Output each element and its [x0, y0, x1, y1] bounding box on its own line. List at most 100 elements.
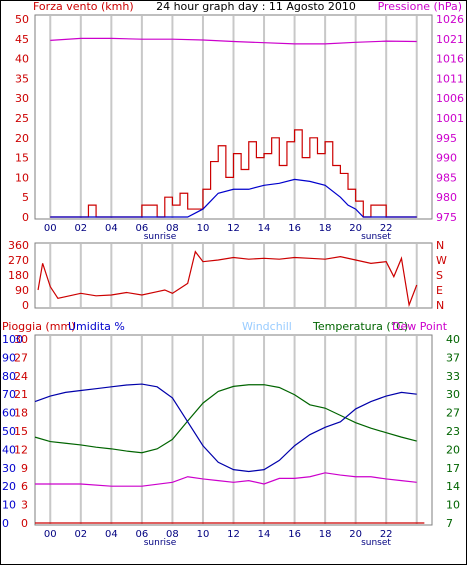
y-tick-label: 100 [2, 333, 23, 346]
y-tick-label: S [436, 269, 443, 282]
sunset-label-bottom: sunset [361, 538, 391, 548]
temperature-axis-ticks: 40 37 33 30 27 23 20 17 14 10 7 [446, 333, 460, 530]
y-tick-label: 7 [446, 517, 453, 530]
y-tick-label: 30 [2, 462, 16, 475]
y-tick-label: 30 [14, 333, 28, 346]
dewpoint-legend-label: Dew Point [392, 320, 448, 333]
y-tick-label: 37 [446, 351, 460, 364]
y-tick-label: 90 [2, 351, 16, 364]
humidity-line [34, 383, 417, 473]
y-tick-label: 1016 [436, 53, 464, 66]
x-tick-label: 18 [319, 223, 332, 234]
direction-line [37, 250, 418, 308]
x-tick-label: 14 [258, 223, 271, 234]
x-tick-label: 08 [166, 529, 179, 540]
y-tick-label: 20 [2, 480, 16, 493]
sunset-label-top: sunset [361, 232, 391, 242]
x-tick-label: 00 [44, 223, 57, 234]
x-tick-label: 10 [197, 223, 210, 234]
y-tick-label: 27 [14, 351, 28, 364]
y-tick-label: 0 [2, 517, 9, 530]
temperature-legend-label: Temperatura (°C) [312, 320, 408, 333]
y-tick-label: 24 [14, 370, 28, 383]
y-tick-label: 50 [2, 425, 16, 438]
y-tick-label: E [436, 284, 443, 297]
x-tick-label: 22 [380, 529, 393, 540]
x-tick-label: 22 [380, 223, 393, 234]
temperature-panel-grid [49, 336, 418, 524]
y-tick-label: 5 [22, 191, 29, 204]
y-tick-label: 23 [446, 425, 460, 438]
pressure-axis-ticks: 1026 1021 1016 1011 1006 1001 995 990 985 980 975 [436, 13, 464, 224]
pressure-line [50, 37, 417, 45]
y-tick-label: 40 [15, 53, 29, 66]
x-tick-label: 12 [227, 223, 240, 234]
x-tick-label: 00 [44, 529, 57, 540]
y-tick-label: W [436, 254, 447, 267]
y-tick-label: 975 [436, 211, 457, 224]
x-tick-label: 14 [258, 529, 271, 540]
y-tick-label: 30 [15, 92, 29, 105]
sunrise-label-top: sunrise [144, 232, 177, 242]
y-tick-label: 1011 [436, 72, 464, 85]
y-tick-label: 0 [22, 211, 29, 224]
y-tick-label: 3 [21, 499, 28, 512]
x-tick-label: 06 [136, 223, 149, 234]
sunrise-label-bottom: sunrise [144, 538, 177, 548]
direction-panel-grid [49, 244, 418, 307]
y-tick-label: 14 [446, 480, 460, 493]
wind-average-line [50, 178, 417, 218]
x-tick-label: 04 [105, 529, 118, 540]
y-tick-label: 80 [2, 370, 16, 383]
x-tick-label: 02 [74, 223, 87, 234]
y-tick-label: 6 [21, 480, 28, 493]
direction-degree-ticks: 360 270 180 90 0 [8, 239, 29, 312]
y-tick-label: 985 [436, 171, 457, 184]
y-tick-label: 980 [436, 191, 457, 204]
hour-axis-ticks-bottom: 00 02 04 06 08 10 12 14 16 18 20 22 [44, 529, 393, 540]
y-tick-label: 1021 [436, 33, 464, 46]
wind-series [50, 37, 417, 218]
x-tick-label: 16 [288, 223, 301, 234]
y-tick-label: 15 [15, 152, 29, 165]
y-tick-label: 270 [8, 254, 29, 267]
x-tick-label: 12 [227, 529, 240, 540]
x-tick-label: 18 [319, 529, 332, 540]
y-tick-label: 12 [14, 443, 28, 456]
direction-series [37, 250, 418, 308]
wind-panel-grid [49, 16, 418, 218]
y-tick-label: 1026 [436, 13, 464, 26]
chart-title: 24 hour graph day : 11 Agosto 2010 [156, 0, 356, 13]
y-tick-label: 995 [436, 132, 457, 145]
y-tick-label: 0 [22, 299, 29, 312]
y-tick-label: 1006 [436, 92, 464, 105]
y-tick-label: 45 [15, 33, 29, 46]
y-tick-label: 27 [446, 407, 460, 420]
x-tick-label: 06 [136, 529, 149, 540]
y-tick-label: 25 [15, 112, 29, 125]
y-tick-label: 18 [14, 407, 28, 420]
x-tick-label: 20 [349, 529, 362, 540]
y-tick-label: 15 [14, 425, 28, 438]
y-tick-label: 1001 [436, 112, 464, 125]
y-tick-label: 70 [2, 388, 16, 401]
y-tick-label: 50 [15, 13, 29, 26]
windchill-legend-label: Windchill [242, 320, 292, 333]
x-tick-label: 08 [166, 223, 179, 234]
pressure-axis-label: Pressione (hPa) [378, 0, 462, 13]
temperature-line [34, 384, 417, 454]
temperature-series [34, 383, 425, 524]
x-tick-label: 16 [288, 529, 301, 540]
y-tick-label: 35 [15, 72, 29, 85]
y-tick-label: 30 [446, 388, 460, 401]
y-tick-label: 20 [15, 132, 29, 145]
y-tick-label: 360 [8, 239, 29, 252]
y-tick-label: 20 [446, 443, 460, 456]
humidity-axis-label: Umidita % [68, 320, 125, 333]
y-tick-label: 90 [15, 284, 29, 297]
y-tick-label: 40 [446, 333, 460, 346]
